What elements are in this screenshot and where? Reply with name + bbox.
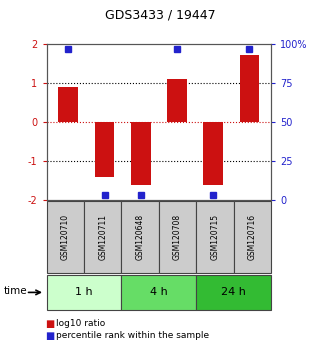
Bar bbox=[95, 122, 115, 177]
Text: ■: ■ bbox=[45, 319, 54, 329]
Bar bbox=[131, 122, 151, 185]
Bar bbox=[167, 79, 187, 122]
Bar bbox=[203, 122, 223, 185]
Text: 1 h: 1 h bbox=[75, 287, 93, 297]
Text: 4 h: 4 h bbox=[150, 287, 168, 297]
Text: GSM120715: GSM120715 bbox=[211, 214, 220, 260]
Text: percentile rank within the sample: percentile rank within the sample bbox=[56, 331, 209, 340]
Text: GDS3433 / 19447: GDS3433 / 19447 bbox=[105, 9, 216, 22]
Text: GSM120711: GSM120711 bbox=[98, 214, 107, 260]
Text: GSM120716: GSM120716 bbox=[248, 214, 257, 260]
Bar bbox=[58, 87, 78, 122]
Text: time: time bbox=[3, 286, 27, 296]
Text: GSM120648: GSM120648 bbox=[136, 214, 145, 260]
Text: 24 h: 24 h bbox=[221, 287, 246, 297]
Text: GSM120710: GSM120710 bbox=[61, 214, 70, 260]
Text: log10 ratio: log10 ratio bbox=[56, 319, 105, 329]
Text: GSM120708: GSM120708 bbox=[173, 214, 182, 260]
Text: ■: ■ bbox=[45, 331, 54, 341]
Bar bbox=[239, 55, 259, 122]
